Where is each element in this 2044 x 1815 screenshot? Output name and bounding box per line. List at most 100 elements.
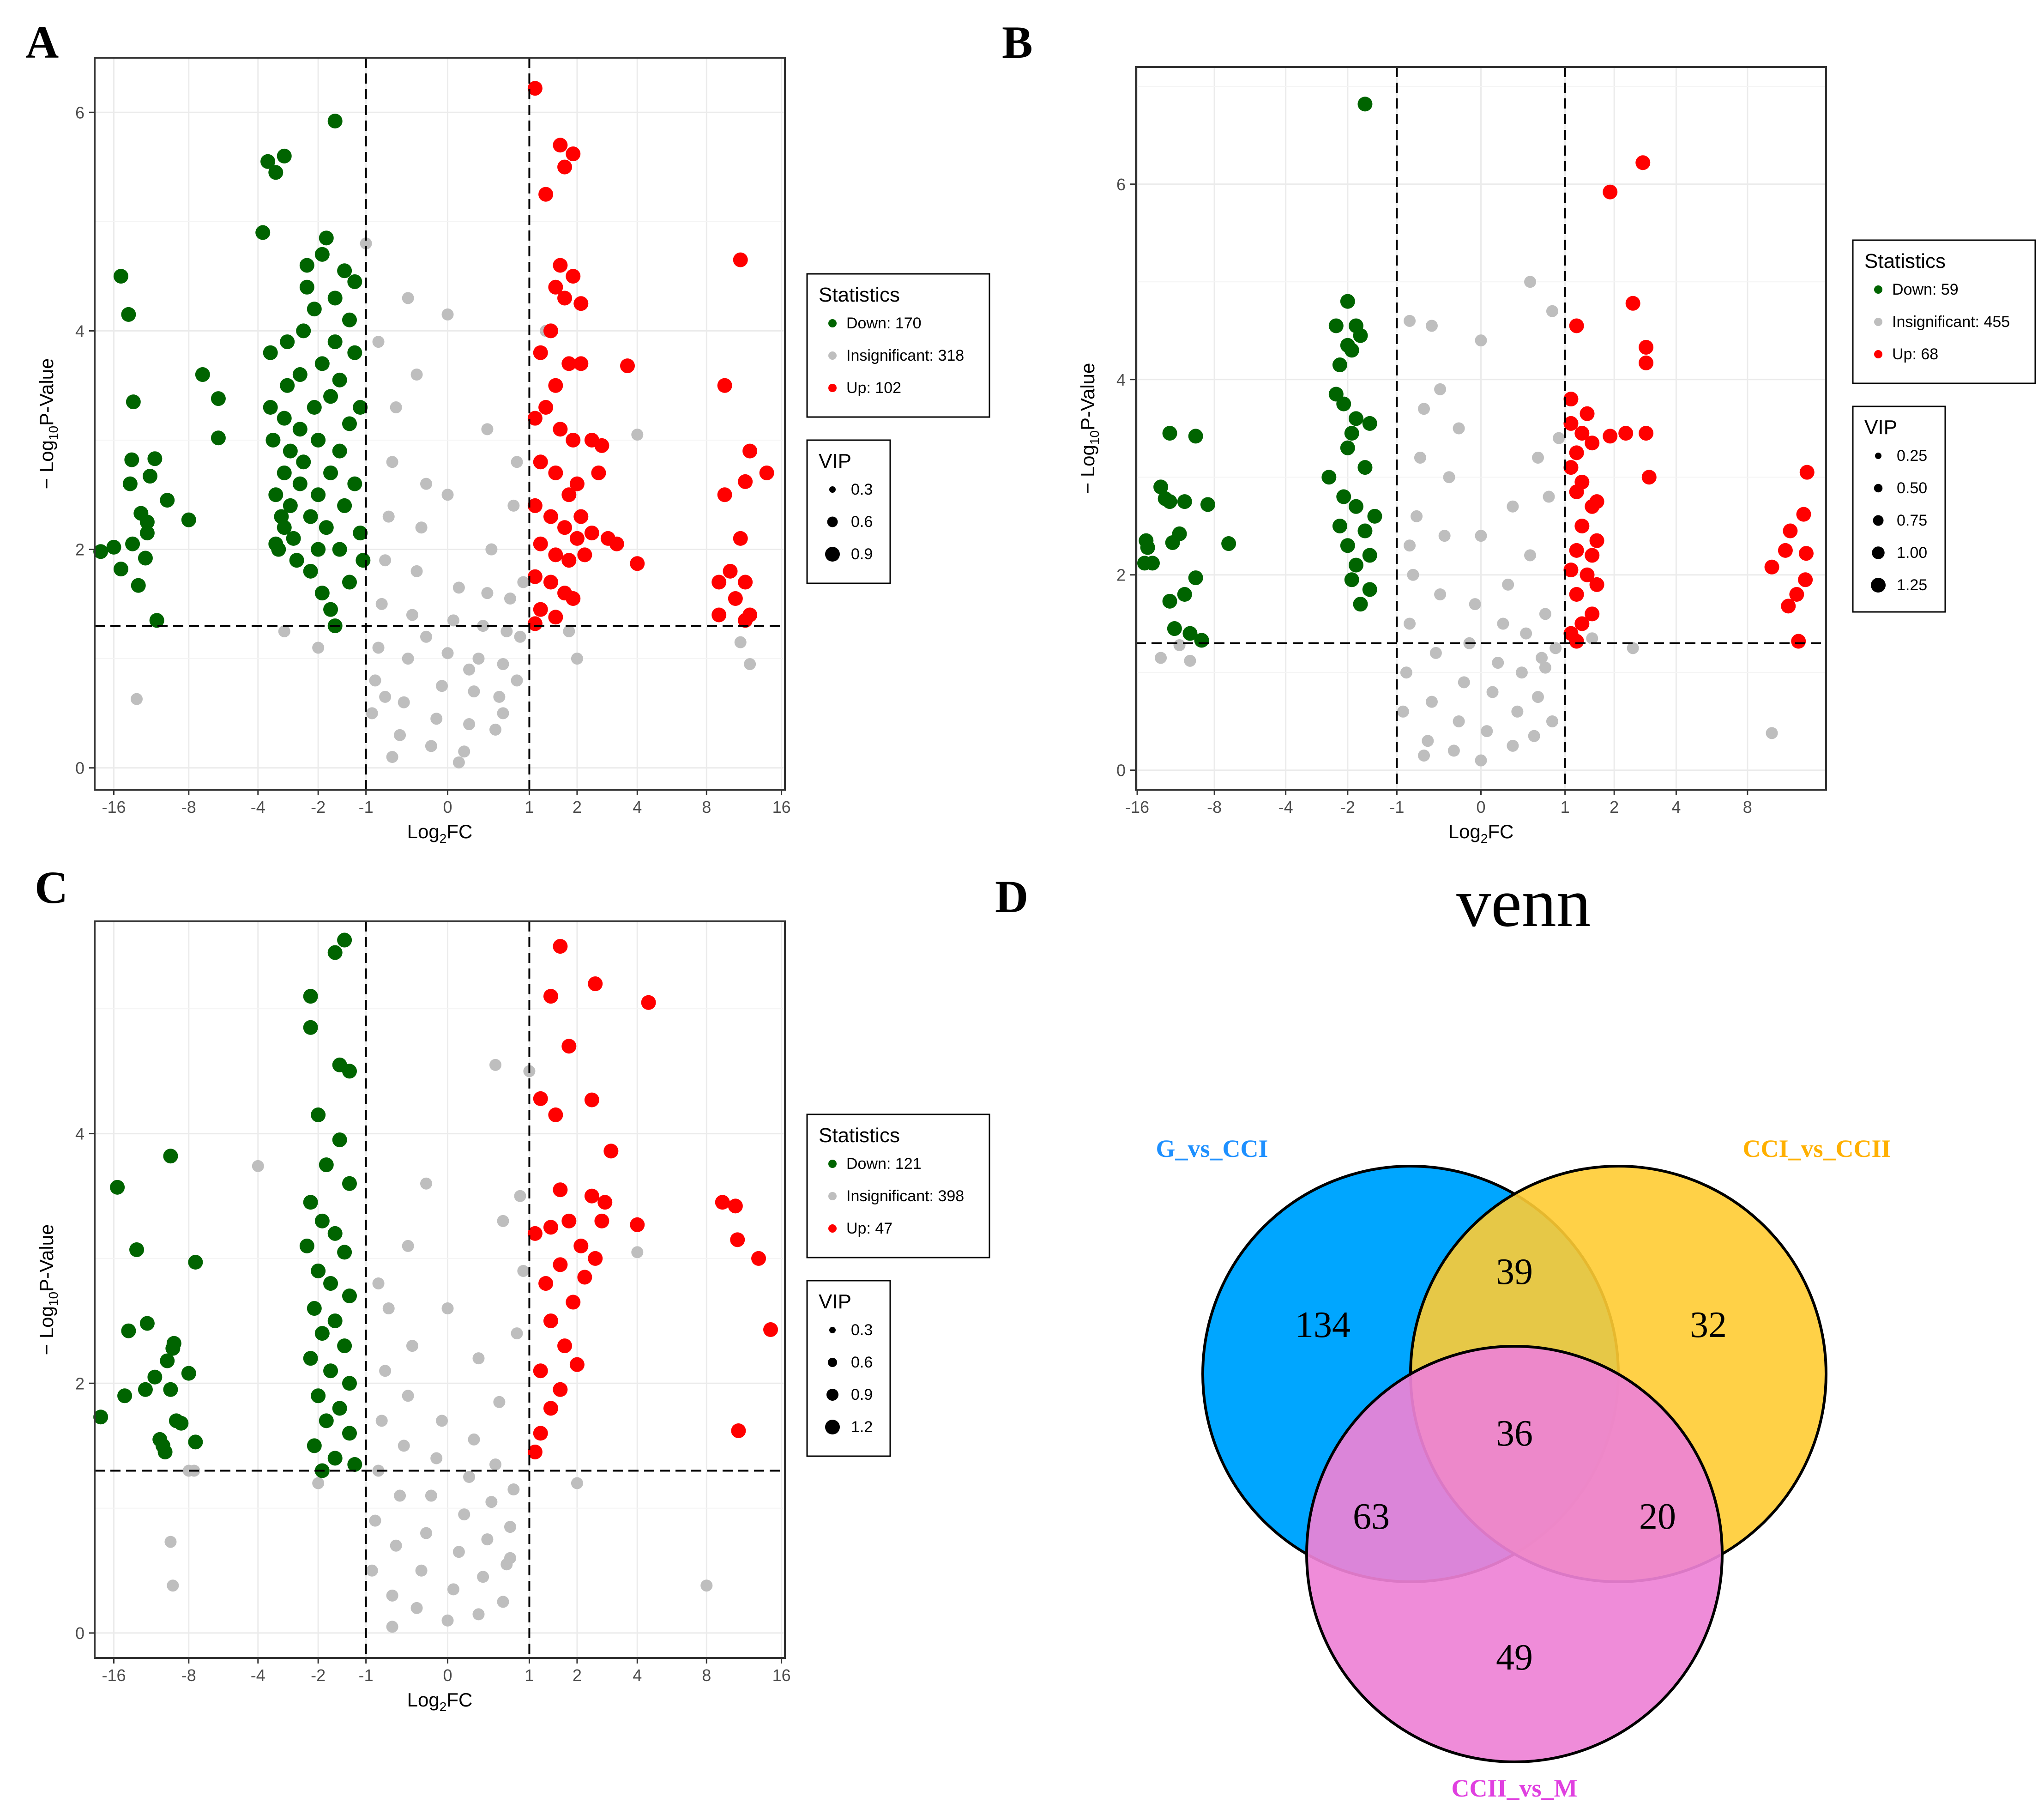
legend-marker-down [828, 1160, 837, 1168]
point-down [319, 1413, 334, 1428]
plot-frame [94, 920, 786, 1659]
point-down [332, 1132, 347, 1148]
point-up [553, 138, 568, 153]
x-tick-label: 4 [633, 1666, 642, 1685]
point-insignificant [372, 641, 385, 654]
vip-size-label: 1.00 [1897, 544, 1927, 562]
point-insignificant [447, 614, 459, 627]
x-tick-label: 1 [525, 798, 534, 817]
vip-legend-box [806, 1280, 891, 1457]
point-down [289, 553, 304, 568]
point-down [1321, 470, 1337, 485]
point-insignificant [441, 647, 454, 659]
point-up [573, 1238, 589, 1253]
legend-marker-insignificant [828, 351, 837, 360]
x-axis-title: Log2FC [407, 821, 473, 846]
point-down [1348, 411, 1363, 426]
point-down [342, 1426, 357, 1441]
point-down [1353, 328, 1368, 343]
y-tick-label: 2 [75, 1374, 84, 1393]
point-insignificant [379, 690, 392, 703]
venn-count-ab: 39 [1496, 1252, 1533, 1292]
point-down [138, 551, 153, 566]
point-down [1162, 426, 1177, 441]
point-insignificant [420, 1527, 433, 1539]
point-down [314, 1213, 330, 1228]
legend-title: Statistics [819, 284, 900, 306]
point-down [1336, 396, 1351, 411]
point-insignificant [1475, 334, 1487, 347]
point-insignificant [1414, 451, 1426, 464]
point-down [93, 1410, 109, 1425]
point-down [1348, 557, 1363, 573]
point-up [533, 1426, 548, 1441]
point-down [303, 1195, 318, 1210]
point-up [533, 454, 548, 470]
legend-marker-down [1874, 285, 1882, 294]
point-down [1340, 440, 1355, 455]
x-tick-label: 4 [1671, 798, 1681, 817]
point-insignificant [472, 1352, 485, 1365]
point-down [1362, 416, 1377, 431]
vip-legend-title: VIP [1864, 416, 1897, 439]
x-tick-label: 2 [1610, 798, 1619, 817]
point-insignificant [1425, 696, 1438, 708]
x-tick-label: -2 [311, 798, 326, 817]
point-insignificant [734, 636, 747, 648]
point-down [337, 1245, 352, 1260]
point-insignificant [481, 1533, 494, 1546]
point-down [1344, 343, 1359, 358]
point-up [588, 976, 603, 992]
x-axis-title: Log2FC [1448, 821, 1514, 846]
point-down [311, 1263, 326, 1278]
point-insignificant [425, 740, 437, 752]
point-down [319, 230, 334, 246]
panel-label-b: B [1002, 17, 1033, 68]
legend-marker-up [828, 384, 837, 392]
point-down [126, 394, 141, 410]
venn-circle-ccii-vs-m [1305, 1345, 1724, 1763]
point-insignificant [386, 1621, 398, 1633]
point-insignificant [1407, 569, 1419, 581]
point-insignificant [1458, 676, 1470, 689]
point-up [566, 269, 581, 284]
point-insignificant [436, 680, 448, 692]
legend-label-insignificant: Insignificant: 318 [846, 347, 964, 364]
point-up [561, 1039, 577, 1054]
x-tick-label: -4 [251, 1666, 265, 1685]
point-insignificant [1627, 642, 1639, 654]
point-up [561, 1213, 577, 1228]
point-up [553, 258, 568, 273]
point-insignificant [252, 1160, 264, 1172]
x-tick-label: 1 [1561, 798, 1570, 817]
point-down [277, 465, 292, 480]
legend-marker-insignificant [828, 1192, 837, 1200]
point-up [733, 531, 748, 546]
point-up [543, 509, 558, 524]
point-insignificant [472, 653, 485, 665]
point-up [548, 378, 563, 393]
x-tick-label: -16 [102, 798, 126, 817]
point-insignificant [1469, 598, 1481, 611]
point-up [557, 1338, 573, 1354]
point-up [641, 995, 656, 1010]
point-up [533, 602, 548, 617]
point-up [566, 1295, 581, 1310]
point-down [124, 452, 139, 467]
point-up [717, 378, 732, 393]
y-tick-label: 2 [75, 540, 84, 559]
x-tick-label: 4 [633, 798, 642, 817]
point-insignificant [1425, 320, 1438, 332]
point-up [594, 1213, 609, 1228]
point-insignificant [415, 521, 428, 534]
vip-size-marker [826, 1389, 838, 1401]
point-up [609, 536, 624, 551]
vip-size-label: 0.25 [1897, 447, 1927, 465]
point-insignificant [410, 565, 423, 577]
point-up [1580, 567, 1595, 582]
point-up [1569, 634, 1584, 649]
x-tick-label: 0 [443, 798, 452, 817]
point-insignificant [1515, 666, 1528, 679]
point-up [1791, 634, 1806, 649]
point-up [566, 432, 581, 448]
